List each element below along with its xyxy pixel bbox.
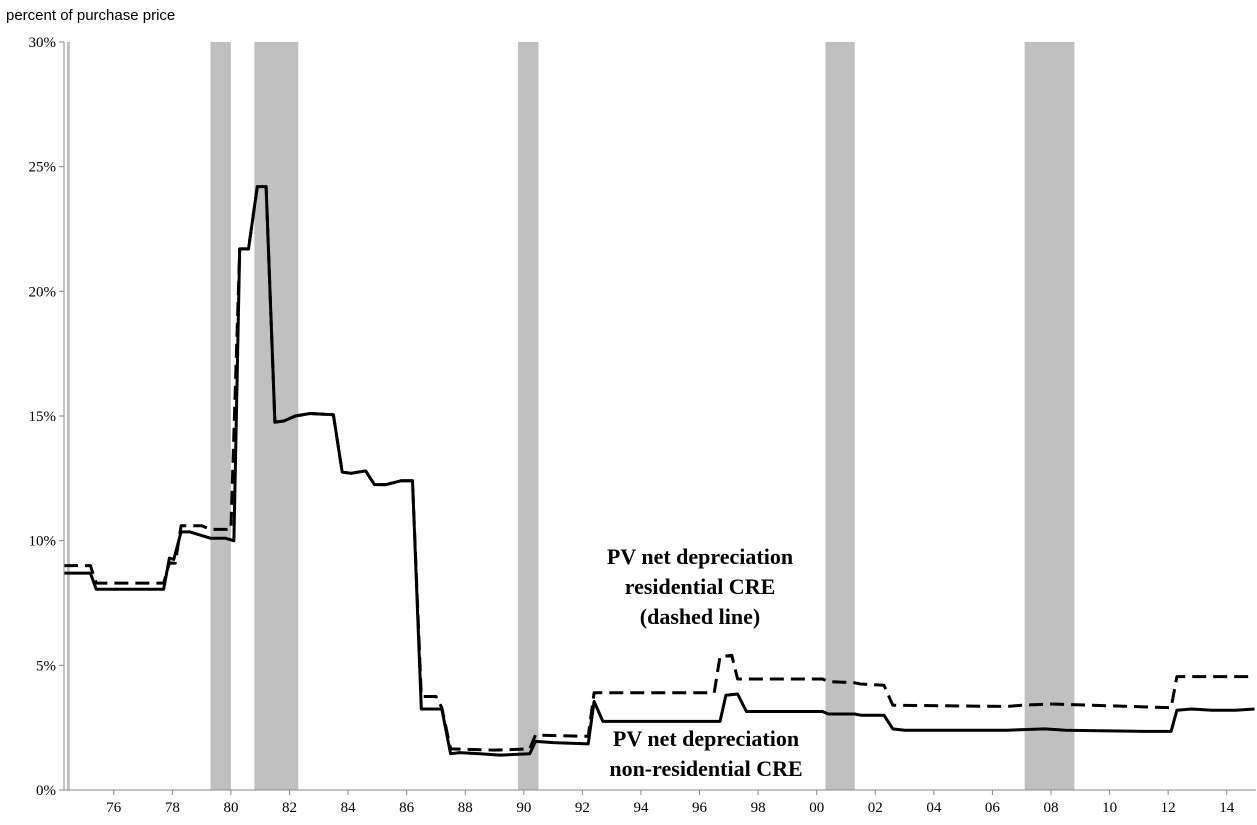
x-tick-label: 98 (751, 800, 766, 816)
recession-band-0 (66, 42, 70, 790)
series-line-dashed (64, 185, 1255, 752)
x-tick-label: 90 (516, 800, 531, 816)
x-tick-label: 88 (458, 800, 473, 816)
recession-band-2 (254, 42, 299, 790)
x-tick-label: 92 (575, 800, 590, 816)
x-tick-label: 14 (1219, 800, 1235, 816)
y-axis-unit-label: percent of purchase price (6, 7, 175, 24)
x-tick-label: 82 (282, 800, 297, 816)
x-tick-label: 02 (868, 800, 883, 816)
annotation-lower-line: non-residential CRE (609, 756, 802, 781)
y-tick-label: 30% (29, 35, 57, 51)
annotation-upper-line: residential CRE (625, 574, 776, 599)
x-tick-label: 00 (809, 800, 824, 816)
annotation-upper-line: (dashed line) (640, 604, 760, 629)
x-tick-label: 04 (926, 800, 942, 816)
axes (63, 42, 1256, 791)
x-tick-label: 06 (985, 800, 1001, 816)
series-layer (64, 185, 1255, 757)
y-tick-label: 15% (29, 409, 57, 425)
x-tick-label: 76 (106, 800, 122, 816)
recession-band-3 (517, 42, 539, 790)
x-tick-label: 84 (341, 800, 357, 816)
x-tick-label: 96 (692, 800, 708, 816)
x-tick-label: 78 (165, 800, 180, 816)
recession-band-5 (1024, 42, 1075, 790)
x-tick-label: 86 (399, 800, 415, 816)
series-line-solid (64, 185, 1255, 757)
x-ticks: 76 78 80 82 84 86 88 90 92 94 96 98 00 02 04 06 08 10 12 14 (106, 790, 1235, 816)
x-tick-label: 10 (1102, 800, 1117, 816)
y-tick-label: 20% (29, 284, 57, 300)
recession-band-4 (825, 42, 855, 790)
y-tick-label: 5% (36, 658, 56, 674)
x-tick-label: 94 (633, 800, 649, 816)
y-tick-label: 25% (29, 160, 57, 176)
annotation-lower-line: PV net depreciation (613, 726, 799, 751)
annotations: PV net depreciation residential CRE (dashe… (607, 544, 803, 781)
x-tick-label: 08 (1043, 800, 1058, 816)
recession-band-1 (210, 42, 231, 790)
x-tick-label: 80 (223, 800, 238, 816)
y-ticks: 0% 5% 10% 15% 20% 25% 30% (29, 35, 64, 799)
annotation-upper-line: PV net depreciation (607, 544, 793, 569)
y-tick-label: 0% (36, 783, 56, 799)
recession-bands (66, 42, 1075, 790)
x-tick-label: 12 (1161, 800, 1176, 816)
y-tick-label: 10% (29, 534, 57, 550)
